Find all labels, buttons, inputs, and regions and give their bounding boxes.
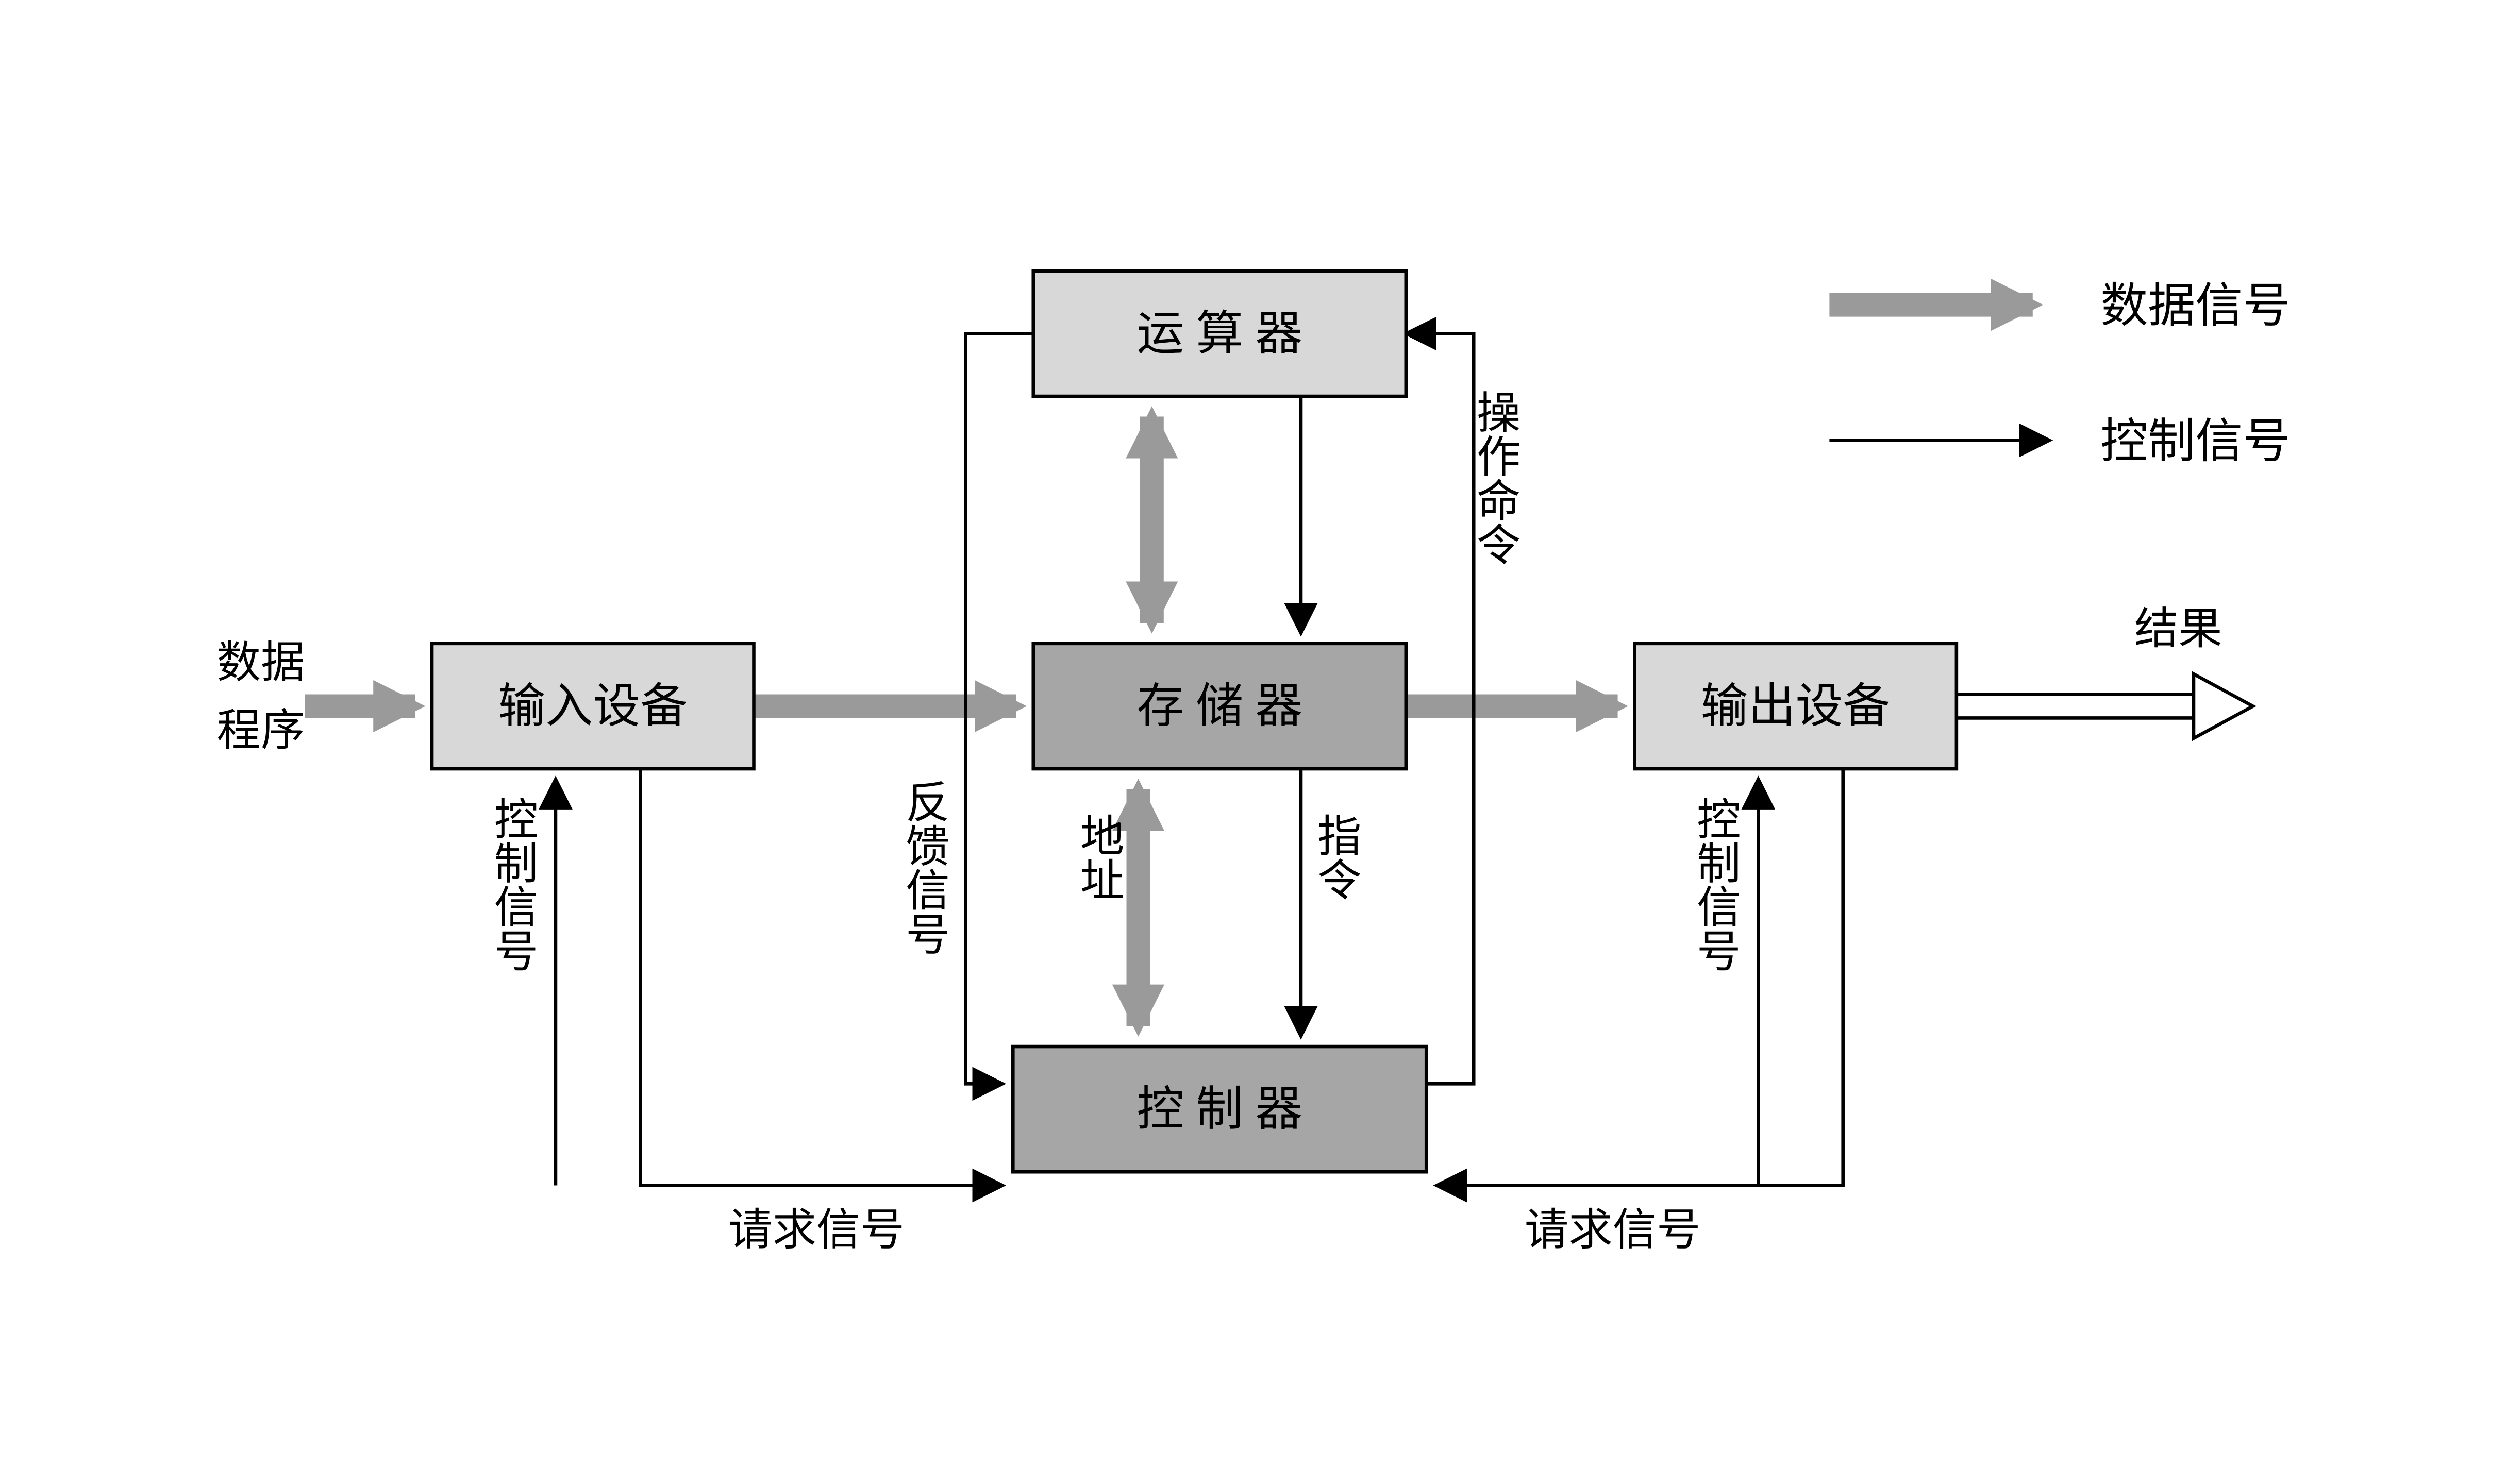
legend-data-label: 数据信号: [2100, 279, 2290, 332]
label-instruction: 指令: [1311, 813, 1361, 901]
label-ctrl-sig-right: 控制信号: [1690, 796, 1740, 972]
label-req-sig-left: 请求信号: [728, 1206, 905, 1255]
node-controller-label: 控 制 器: [1136, 1083, 1302, 1136]
node-alu-label: 运 算 器: [1136, 307, 1302, 360]
label-op-command: 操作命令: [1470, 390, 1520, 566]
node-alu: 运 算 器: [1033, 271, 1406, 396]
label-data-in-bot: 程序: [217, 706, 305, 755]
node-memory: 存 储 器: [1033, 644, 1406, 769]
label-ctrl-sig-left: 控制信号: [488, 796, 538, 972]
node-memory-label: 存 储 器: [1136, 680, 1302, 732]
label-data-in-top: 数据: [217, 639, 305, 687]
node-output: 输出设备: [1634, 644, 1956, 769]
edge-output-to-controller: [1436, 769, 1843, 1185]
node-input: 输入设备: [432, 644, 754, 769]
legend: 数据信号 控制信号: [1829, 279, 2290, 467]
label-result-out: 结果: [2134, 605, 2222, 653]
label-req-sig-right: 请求信号: [1525, 1206, 1701, 1255]
edge-input-to-controller: [640, 769, 1002, 1185]
legend-ctrl-label: 控制信号: [2100, 415, 2290, 467]
node-output-label: 输出设备: [1701, 680, 1891, 732]
node-input-label: 输入设备: [498, 680, 688, 732]
label-feedback: 反馈信号: [899, 779, 949, 955]
node-controller: 控 制 器: [1013, 1047, 1426, 1172]
label-address: 地址: [1074, 813, 1124, 901]
computer-architecture-diagram: 运 算 器 存 储 器 控 制 器 输入设备 输出设备 数据 程序 结果 操作命…: [0, 0, 2507, 1473]
